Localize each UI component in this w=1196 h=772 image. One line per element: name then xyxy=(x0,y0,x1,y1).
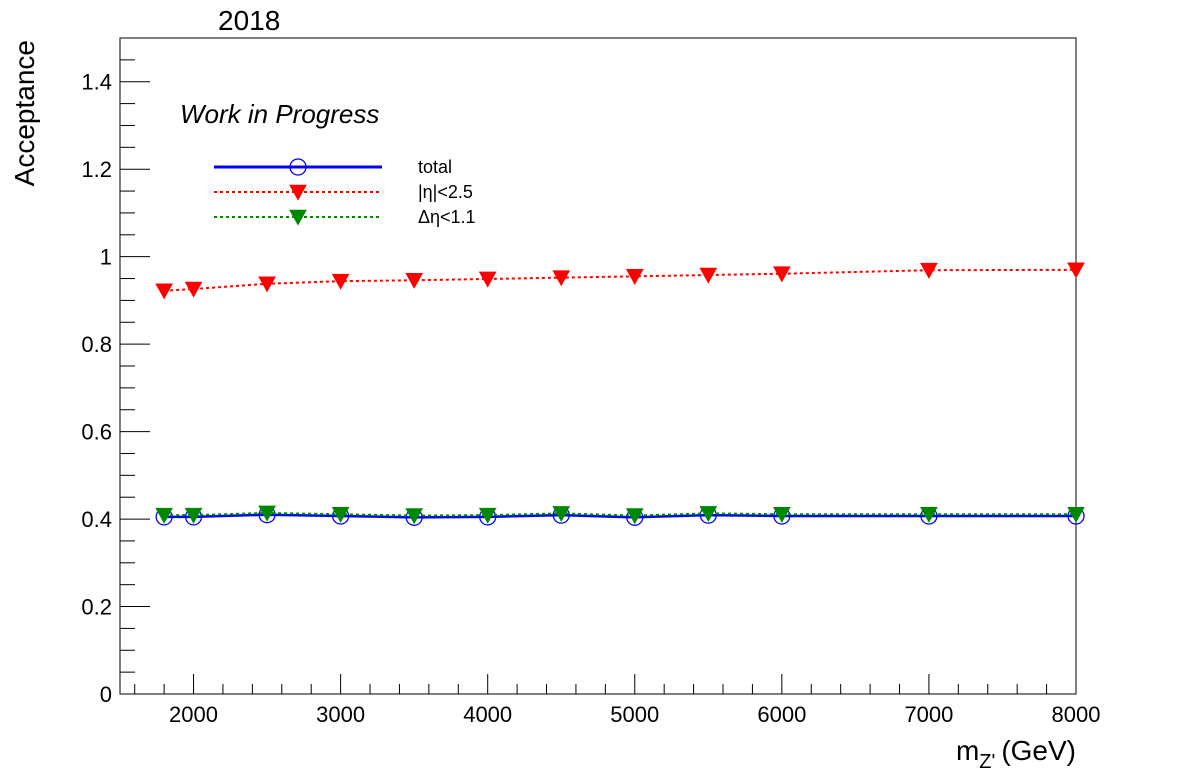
x-tick-label: 8000 xyxy=(1052,702,1101,727)
y-tick-label: 0 xyxy=(100,682,112,707)
x-axis-title-unit: (GeV) xyxy=(1001,735,1076,766)
data-point-eta-cut xyxy=(772,266,791,283)
data-point-eta-cut xyxy=(405,272,424,289)
data-point-delta-eta-cut xyxy=(331,506,350,523)
data-point-delta-eta-cut xyxy=(405,508,424,525)
y-tick-label: 1.2 xyxy=(81,157,112,182)
data-point-eta-cut xyxy=(920,262,938,279)
data-point-delta-eta-cut xyxy=(920,506,938,523)
data-point-delta-eta-cut xyxy=(184,507,203,524)
series-eta-cut xyxy=(155,262,1085,300)
series-layer xyxy=(155,262,1085,526)
legend: total |η|<2.5 Δη<1.1 xyxy=(214,157,476,227)
x-tick-label: 2000 xyxy=(169,702,218,727)
data-point-eta-cut xyxy=(258,276,276,293)
y-tick-label: 1.4 xyxy=(81,70,112,95)
data-point-eta-cut xyxy=(552,270,571,287)
data-point-delta-eta-cut xyxy=(478,507,497,524)
legend-label: Δη<1.1 xyxy=(418,207,476,227)
data-point-delta-eta-cut xyxy=(625,508,644,525)
data-point-delta-eta-cut xyxy=(258,505,276,522)
x-tick-label: 7000 xyxy=(904,702,953,727)
x-tick-label: 5000 xyxy=(610,702,659,727)
data-point-delta-eta-cut xyxy=(699,506,718,523)
legend-label: total xyxy=(418,157,452,177)
data-point-delta-eta-cut xyxy=(772,506,791,523)
axes: 0 0.2 0.4 0.6 0.8 1 1.2 1.4 2000 3000 4000 5000 6000… xyxy=(81,37,1101,727)
series-line-delta-eta-cut xyxy=(164,511,1076,517)
data-point-eta-cut xyxy=(478,271,497,288)
data-point-eta-cut xyxy=(331,273,350,290)
data-point-eta-cut xyxy=(625,269,644,285)
y-tick-label: 0.4 xyxy=(81,507,112,532)
data-point-delta-eta-cut xyxy=(1067,506,1085,523)
data-point-eta-cut xyxy=(1067,262,1085,279)
x-tick-label: 3000 xyxy=(316,702,365,727)
series-line-eta-cut xyxy=(164,268,1077,292)
data-point-delta-eta-cut xyxy=(155,507,173,524)
x-axis-title-subscript: Z' xyxy=(979,751,995,772)
plot-frame xyxy=(119,37,1077,695)
legend-marker xyxy=(289,184,307,201)
work-in-progress-label: Work in Progress xyxy=(180,99,379,129)
legend-marker xyxy=(289,158,307,176)
data-point-eta-cut xyxy=(699,267,718,284)
data-point-eta-cut xyxy=(155,283,173,300)
series-delta-eta-cut xyxy=(155,505,1085,525)
x-tick-label: 4000 xyxy=(463,702,512,727)
y-tick-label: 1 xyxy=(100,245,112,270)
legend-marker xyxy=(289,209,307,226)
series-line-total xyxy=(164,513,1076,519)
chart-title: 2018 xyxy=(218,5,280,36)
y-tick-label: 0.6 xyxy=(81,420,112,445)
x-tick-label: 6000 xyxy=(757,702,806,727)
legend-label: |η|<2.5 xyxy=(418,182,473,202)
y-axis-title: Acceptance xyxy=(9,40,40,186)
legend-entry-delta-eta-cut: Δη<1.1 xyxy=(214,207,476,227)
legend-entry-eta-cut: |η|<2.5 xyxy=(214,182,473,202)
x-axis-title: mZ' (GeV) xyxy=(956,735,1076,772)
data-point-delta-eta-cut xyxy=(552,506,571,523)
x-axis-title-main: m xyxy=(956,735,979,766)
y-tick-label: 0.8 xyxy=(81,332,112,357)
data-point-eta-cut xyxy=(184,281,203,298)
y-tick-label: 0.2 xyxy=(81,595,112,620)
legend-entry-total: total xyxy=(214,157,452,177)
